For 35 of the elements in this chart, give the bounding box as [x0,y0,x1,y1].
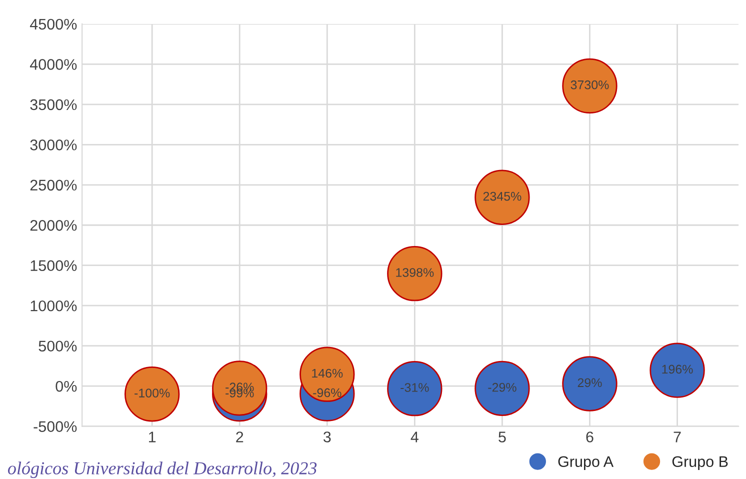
y-tick-label: 1000% [30,300,77,312]
y-tick-label: 4000% [30,59,77,70]
point [650,342,705,398]
point [474,360,530,416]
x-tick-label: 3 [323,432,331,442]
y-tick-label: 0% [56,380,77,392]
y-tick-label: 2500% [30,180,77,191]
data-label: 196% [662,364,693,374]
y-tick-label: 3000% [30,140,77,150]
data-label: 2345% [483,192,522,201]
text: ológicos Universidad del Desarrollo, 2023 [8,462,317,478]
x-tick-label: 6 [586,432,594,442]
data-label: 3730% [570,80,609,90]
legend-label: Grupo A [558,456,614,470]
y-tick-label: 2000% [30,220,77,231]
data-label: -100% [134,388,170,398]
x-tick-label: 7 [674,432,681,442]
x-tick-label: 2 [236,432,244,442]
data-label: 1398% [396,268,434,277]
data-label: 146% [312,368,343,378]
y-tick-label: 500% [38,340,77,352]
y-tick-label: 1500% [30,260,77,272]
x-tick-label: 1 [149,432,156,442]
data-label: -96% [313,388,342,398]
point [387,360,442,416]
y-tick-label: 4500% [30,18,77,30]
x-tick-label: 4 [410,432,418,442]
point [562,356,618,412]
data-label: -29% [488,382,516,392]
data-label: -31% [400,383,429,392]
legend-label: Grupo B [672,456,728,470]
y-tick-label: -500% [34,421,77,432]
x-tick-label: 5 [498,432,506,442]
y-tick-label: 3500% [30,99,77,110]
data-label: 29% [578,378,602,388]
